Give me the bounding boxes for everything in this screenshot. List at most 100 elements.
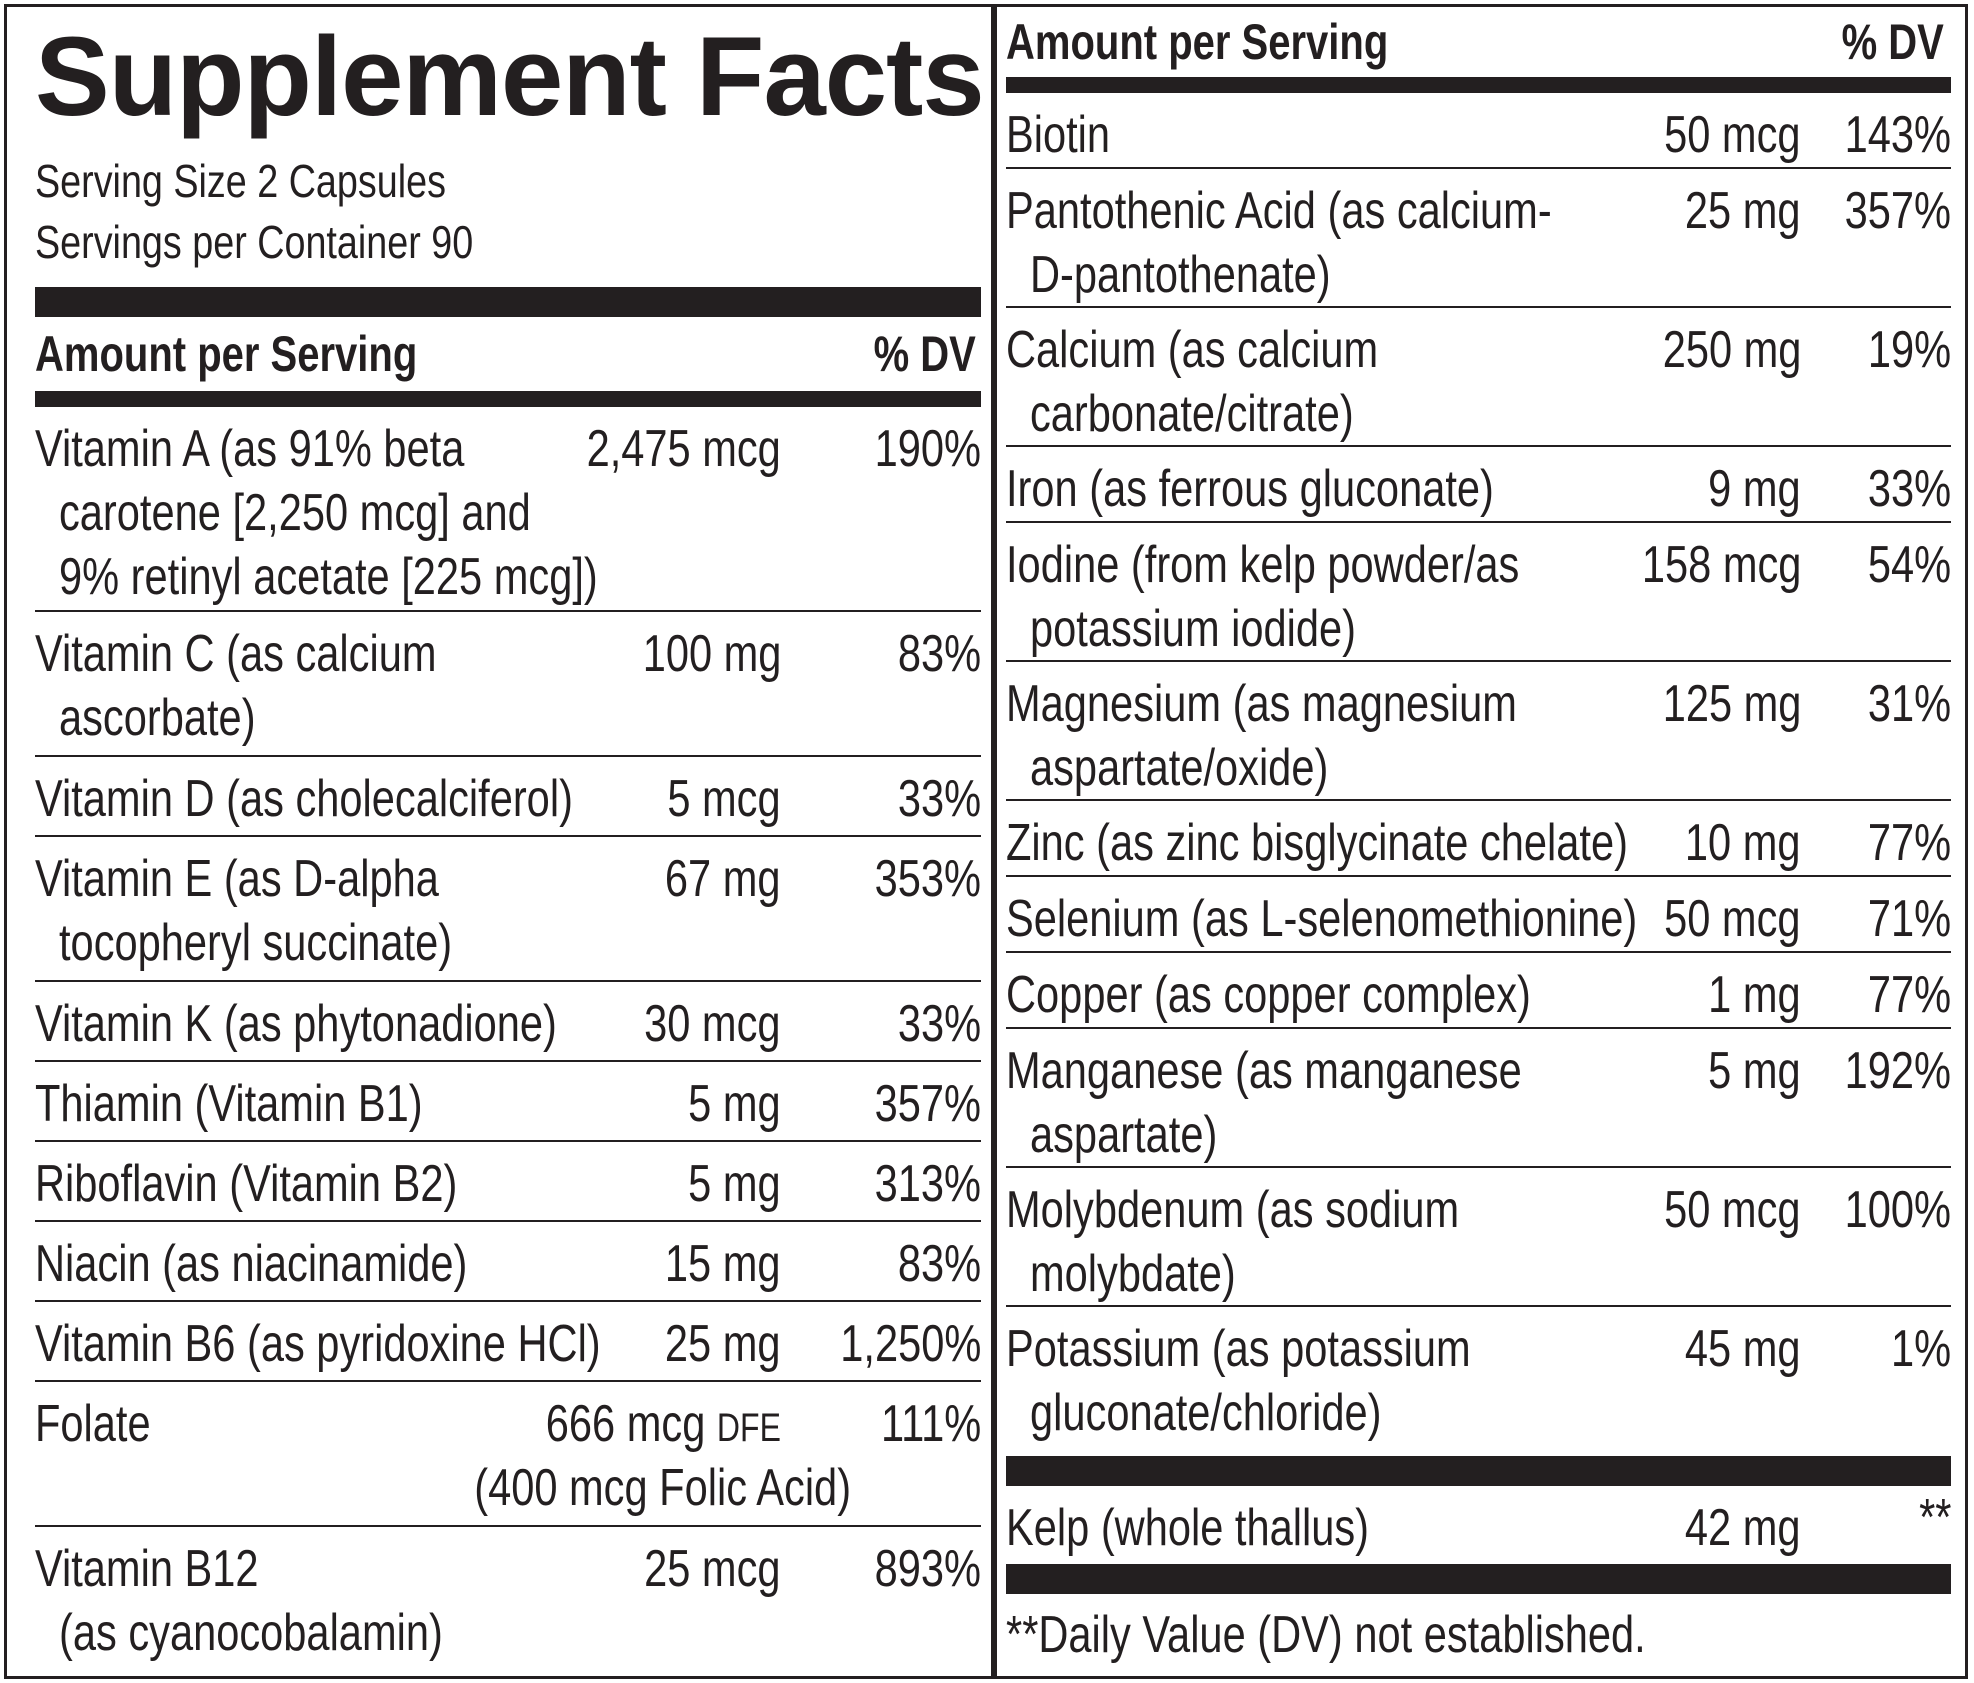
nutrient-name: Vitamin C (as calcium <box>35 625 437 683</box>
row-divider <box>1006 1305 1951 1307</box>
nutrient-row: Copper (as copper complex) 1 mg 77% <box>1006 953 1951 1029</box>
nutrient-amount: 15 mg <box>665 1235 781 1293</box>
nutrient-row: Vitamin K (as phytonadione) 30 mcg 33% <box>35 982 981 1062</box>
nutrient-name: Selenium (as L-selenomethionine) <box>1006 890 1638 948</box>
nutrient-amount: 50 mcg <box>1664 890 1801 948</box>
header-dv-left: % DV <box>873 326 976 382</box>
nutrient-row: Iron (as ferrous gluconate) 9 mg 33% <box>1006 447 1951 523</box>
medium-rule <box>1006 77 1951 93</box>
row-divider <box>1006 799 1951 801</box>
nutrient-row: Molybdenum (as sodium molybdate) 50 mcg 100… <box>1006 1168 1951 1307</box>
footnote: **Daily Value (DV) not established. <box>1006 1606 1646 1664</box>
row-divider <box>1006 306 1951 308</box>
row-divider <box>1006 445 1951 447</box>
nutrient-name-continued: ascorbate) <box>59 689 256 747</box>
row-divider <box>35 1220 981 1222</box>
nutrient-dv: ** <box>1918 1489 1951 1547</box>
amount-unit-suffix: DFE <box>717 1406 781 1450</box>
nutrient-dv: 190% <box>874 420 981 478</box>
row-divider <box>1006 875 1951 877</box>
nutrient-row: Calcium (as calcium carbonate/citrate) 250… <box>1006 308 1951 447</box>
nutrient-name: Manganese (as manganese <box>1006 1042 1522 1100</box>
nutrient-row: Biotin 50 mcg 143% <box>1006 93 1951 169</box>
nutrient-amount: 67 mg <box>665 850 781 908</box>
nutrient-name-continued: (as cyanocobalamin) <box>59 1604 443 1662</box>
nutrient-row: Potassium (as potassium gluconate/chlorid… <box>1006 1307 1951 1446</box>
row-divider <box>35 1380 981 1382</box>
row-divider <box>35 755 981 757</box>
nutrient-row: Selenium (as L-selenomethionine) 50 mcg 71… <box>1006 877 1951 953</box>
nutrient-name: Iron (as ferrous gluconate) <box>1006 460 1494 518</box>
nutrient-name: Pantothenic Acid (as calcium- <box>1006 182 1552 240</box>
nutrient-dv: 54% <box>1867 536 1951 594</box>
nutrient-amount: 25 mcg <box>644 1540 781 1598</box>
nutrient-dv: 1,250% <box>839 1315 981 1373</box>
nutrient-amount: 666 mcg DFE <box>545 1395 781 1453</box>
row-divider <box>35 1300 981 1302</box>
nutrient-amount: 5 mcg <box>667 770 781 828</box>
nutrient-name-continued: carotene [2,250 mcg] and <box>59 484 531 542</box>
nutrient-dv: 33% <box>1867 460 1951 518</box>
nutrient-dv: 1% <box>1890 1320 1951 1378</box>
nutrient-amount: 100 mg <box>642 625 781 683</box>
nutrient-name: Thiamin (Vitamin B1) <box>35 1075 423 1133</box>
nutrient-name-continued: D-pantothenate) <box>1030 246 1331 304</box>
nutrient-name: Vitamin E (as D-alpha <box>35 850 439 908</box>
header-amount-left: Amount per Serving <box>35 326 418 382</box>
nutrient-dv: 893% <box>874 1540 981 1598</box>
row-divider <box>35 1060 981 1062</box>
nutrient-amount: 2,475 mcg <box>586 420 781 478</box>
nutrient-name: Niacin (as niacinamide) <box>35 1235 468 1293</box>
nutrient-name: Vitamin K (as phytonadione) <box>35 995 557 1053</box>
nutrient-dv: 357% <box>874 1075 981 1133</box>
thick-rule <box>1006 1456 1951 1486</box>
nutrient-name: Folate <box>35 1395 151 1453</box>
nutrient-row: Vitamin E (as D-alpha tocopheryl succinat… <box>35 837 981 982</box>
nutrient-amount: 45 mg <box>1685 1320 1801 1378</box>
amount-note: (400 mcg Folic Acid) <box>474 1459 851 1517</box>
row-divider <box>1006 1027 1951 1029</box>
nutrient-dv: 357% <box>1844 182 1951 240</box>
nutrient-name: Vitamin B6 (as pyridoxine HCl) <box>35 1315 601 1373</box>
panel-title: Supplement Facts <box>35 14 985 139</box>
nutrient-amount: 5 mg <box>1708 1042 1801 1100</box>
row-divider <box>1006 660 1951 662</box>
nutrient-amount: 50 mcg <box>1664 1181 1801 1239</box>
header-dv-right: % DV <box>1841 14 1944 70</box>
nutrient-name: Potassium (as potassium <box>1006 1320 1471 1378</box>
nutrient-row: Pantothenic Acid (as calcium- D-pantothen… <box>1006 169 1951 308</box>
nutrient-name-continued: carbonate/citrate) <box>1030 385 1354 443</box>
nutrient-name: Zinc (as zinc bisglycinate chelate) <box>1006 814 1628 872</box>
nutrient-dv: 100% <box>1844 1181 1951 1239</box>
nutrient-row: Kelp (whole thallus) 42 mg ** <box>1006 1486 1951 1564</box>
nutrient-name: Riboflavin (Vitamin B2) <box>35 1155 458 1213</box>
nutrient-name: Iodine (from kelp powder/as <box>1006 536 1520 594</box>
medium-rule <box>35 391 981 407</box>
row-divider <box>35 610 981 612</box>
nutrient-dv: 71% <box>1867 890 1951 948</box>
nutrient-row: Riboflavin (Vitamin B2) 5 mg 313% <box>35 1142 981 1222</box>
nutrient-name-continued: tocopheryl succinate) <box>59 914 453 972</box>
nutrient-dv: 83% <box>897 625 981 683</box>
nutrient-amount: 125 mg <box>1662 675 1801 733</box>
nutrient-dv: 111% <box>880 1395 981 1453</box>
nutrient-name-continued: potassium iodide) <box>1030 600 1357 658</box>
header-amount-right: Amount per Serving <box>1006 14 1389 70</box>
row-divider <box>1006 951 1951 953</box>
nutrient-row: Vitamin C (as calcium ascorbate) 100 mg 83% <box>35 612 981 757</box>
nutrient-amount: 9 mg <box>1708 460 1801 518</box>
nutrient-name-continued: molybdate) <box>1030 1245 1236 1303</box>
nutrient-row: Thiamin (Vitamin B1) 5 mg 357% <box>35 1062 981 1142</box>
nutrient-name: Copper (as copper complex) <box>1006 966 1531 1024</box>
row-divider <box>1006 521 1951 523</box>
row-divider <box>1006 167 1951 169</box>
nutrient-row: Folate 666 mcg DFE (400 mcg Folic Acid) 111… <box>35 1382 981 1527</box>
nutrient-name-continued: 9% retinyl acetate [225 mcg]) <box>59 548 598 606</box>
nutrient-name-continued: aspartate) <box>1030 1106 1218 1164</box>
nutrient-dv: 77% <box>1867 814 1951 872</box>
nutrient-dv: 353% <box>874 850 981 908</box>
nutrient-amount: 158 mcg <box>1641 536 1801 594</box>
nutrient-row: Manganese (as manganese aspartate) 5 mg 192… <box>1006 1029 1951 1168</box>
nutrient-name: Vitamin A (as 91% beta <box>35 420 465 478</box>
nutrient-name-continued: aspartate/oxide) <box>1030 739 1329 797</box>
